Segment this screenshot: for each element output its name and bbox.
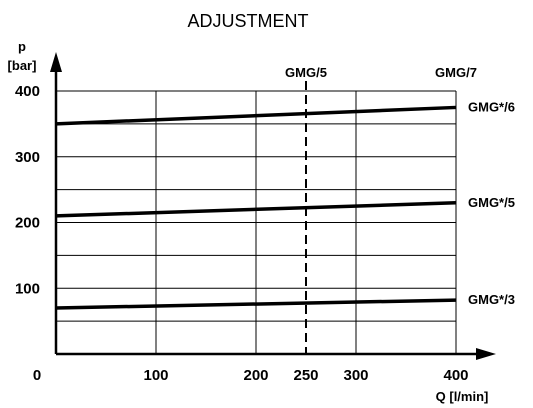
vertical-marker-label: GMG/5 xyxy=(285,65,327,80)
series-line xyxy=(55,105,457,126)
series-line xyxy=(55,201,457,218)
x-tick-label: 300 xyxy=(343,367,368,384)
series-labels: GMG/7 GMG*/6 GMG*/5 GMG*/3 xyxy=(435,65,515,307)
y-tick-label: 100 xyxy=(15,280,40,297)
grid-lines xyxy=(56,90,457,354)
x-tick-label: 0 xyxy=(33,367,41,384)
vertical-markers: GMG/5 xyxy=(285,65,327,354)
y-tick-label: 300 xyxy=(15,149,40,166)
y-axis-arrow-icon xyxy=(50,52,62,72)
tick-labels: 100 200 300 400 0 100 200 250 300 400 xyxy=(15,83,469,384)
y-tick-label: 200 xyxy=(15,215,40,232)
x-axis-arrow-icon xyxy=(476,348,496,360)
y-tick-label: 400 xyxy=(15,83,40,100)
x-tick-label: 200 xyxy=(243,367,268,384)
chart-title: ADJUSTMENT xyxy=(188,11,309,31)
series-label: GMG*/6 xyxy=(468,99,515,114)
series-label: GMG*/3 xyxy=(468,292,515,307)
series-line xyxy=(55,298,457,310)
top-annotation-label: GMG/7 xyxy=(435,65,477,80)
x-tick-label: 100 xyxy=(143,367,168,384)
x-tick-label: 400 xyxy=(443,367,468,384)
x-axis-label: Q [l/min] xyxy=(436,389,489,404)
y-axis-label-unit: [bar] xyxy=(8,58,37,73)
y-axis-label-symbol: p xyxy=(18,39,26,54)
axes xyxy=(50,52,496,360)
x-tick-label: 250 xyxy=(293,367,318,384)
series-label: GMG*/5 xyxy=(468,195,515,210)
series-lines xyxy=(55,105,457,310)
